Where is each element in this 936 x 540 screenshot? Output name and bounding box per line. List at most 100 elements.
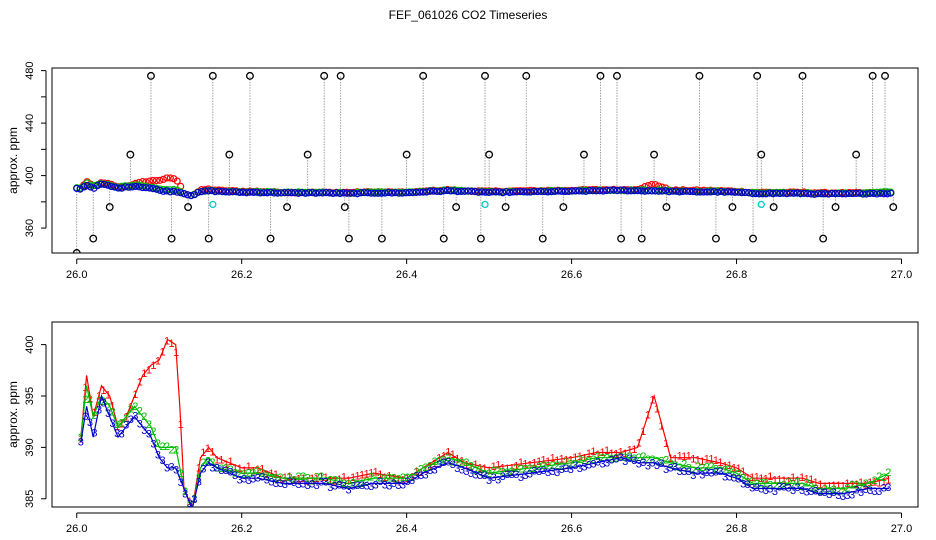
series-1-point-label: 1 (500, 462, 506, 474)
series-2-point-label: 2 (522, 463, 528, 475)
series-3-marker (232, 188, 240, 196)
series-3-point-label: 3 (695, 466, 701, 478)
series-2-point-label: 2 (218, 463, 224, 475)
series-2-point-label: 2 (373, 475, 379, 487)
series-3-marker (495, 188, 503, 196)
series-3-point-label: 3 (853, 485, 859, 497)
series-2-point-label: 2 (96, 395, 102, 407)
series-1-point-label: 1 (790, 472, 796, 484)
series-2-point-label: 2 (663, 454, 669, 466)
series-3-marker (346, 189, 354, 197)
series-3-marker (506, 188, 514, 197)
series-3-point-label: 3 (785, 483, 791, 495)
series-2-point-label: 2 (708, 461, 714, 473)
series-3-point-label: 3 (264, 475, 270, 487)
series-3-point-label: 3 (300, 479, 306, 491)
series-2-point-label: 2 (296, 471, 302, 483)
series-3-point-label: 3 (717, 466, 723, 478)
series-3-point-label: 3 (137, 419, 143, 431)
series-2-point-label: 2 (681, 458, 687, 470)
series-3-marker (454, 188, 462, 196)
series-3-point-label: 3 (128, 414, 134, 426)
series-2-point-label: 2 (813, 483, 819, 495)
series-3-marker (648, 187, 656, 195)
series-3-marker (450, 187, 458, 195)
series-1-marker (149, 176, 157, 185)
series-2-point-label: 2 (223, 463, 229, 475)
series-3-marker (568, 187, 576, 195)
series-3-point-label: 3 (831, 487, 837, 499)
series-3-point-label: 3 (545, 467, 551, 479)
series-2-point-label: 2 (454, 457, 460, 469)
series-3-point-label: 3 (296, 479, 302, 491)
series-3-point-label: 3 (690, 470, 696, 482)
series-1-point-label: 1 (110, 401, 116, 413)
series-1-point-label: 1 (314, 473, 320, 485)
series-1-marker (163, 174, 171, 182)
spike-marker (402, 150, 411, 159)
series-3-marker (211, 188, 219, 196)
series-1-point-label: 1 (327, 475, 333, 487)
series-3-point-label: 3 (119, 429, 125, 441)
spike-marker (695, 71, 704, 80)
series-1-point-label: 1 (885, 475, 891, 487)
series-1-point-label: 1 (622, 448, 628, 460)
series-2-point-label: 2 (772, 480, 778, 492)
series-2-point-label: 2 (726, 464, 732, 476)
series-3-marker (679, 187, 687, 196)
series-1-point-label: 1 (531, 458, 537, 470)
series-3-point-label: 3 (772, 486, 778, 498)
series-2-point-label: 2 (863, 478, 869, 490)
series-3-point-label: 3 (813, 486, 819, 498)
series-1-point-label: 1 (459, 455, 465, 467)
series-2-point-label: 2 (436, 456, 442, 468)
series-3-marker (433, 187, 441, 196)
series-2-point-label: 2 (554, 460, 560, 472)
series-3-marker (229, 188, 237, 196)
top-plot-frame (51, 67, 919, 254)
series-1-point-label: 1 (572, 452, 578, 464)
series-3-marker (842, 190, 850, 198)
series-2-point-label: 2 (677, 462, 683, 474)
series-3-marker (748, 189, 756, 198)
series-3-marker (603, 186, 611, 195)
series-3-point-label: 3 (627, 453, 633, 465)
series-3-marker (731, 188, 739, 196)
chart-title: FEF_061026 CO2 Timeseries (388, 8, 548, 22)
series-3-point-label: 3 (227, 467, 233, 479)
series-3-marker (693, 188, 701, 196)
series-3-marker (152, 185, 161, 193)
series-3-point-label: 3 (540, 465, 546, 477)
series-1-point-label: 1 (649, 394, 655, 406)
series-2-point-label: 2 (468, 461, 474, 473)
series-2-point-label: 2 (826, 486, 832, 498)
series-1-point-label: 1 (155, 355, 161, 367)
bottom-panel-co2-series: 26.0 26.2 26.4 26.6 26.8 27.0 385 390 395 400 appr… (6, 321, 919, 535)
series-2-point-label: 2 (264, 470, 270, 482)
series-3-marker (294, 189, 303, 197)
series-2-point-label: 2 (341, 478, 347, 490)
series-1-point-label: 1 (368, 467, 374, 479)
series-2-point-label: 2 (622, 452, 628, 464)
series-1-point-label: 1 (522, 459, 528, 471)
series-3-point-label: 3 (885, 482, 891, 494)
series-1-point-label: 1 (246, 461, 252, 473)
series-3-point-label: 3 (677, 466, 683, 478)
series-3-marker (759, 190, 767, 198)
series-3-point-label: 3 (599, 459, 605, 471)
spike-marker (147, 71, 155, 80)
series-3-marker (222, 188, 230, 196)
series-3-point-label: 3 (246, 475, 252, 487)
series-3-point-label: 3 (232, 470, 238, 482)
series-2-point-label: 2 (423, 462, 429, 474)
series-3-marker (623, 187, 632, 195)
series-3-marker (145, 184, 154, 192)
series-3-point-label: 3 (413, 471, 419, 483)
series-1-point-label: 1 (636, 438, 642, 450)
series-3-marker (350, 189, 358, 197)
series-1-point-label: 1 (554, 455, 560, 467)
series-3-marker (752, 190, 760, 198)
series-1-point-label: 1 (404, 473, 410, 485)
series-1-point-label: 1 (432, 458, 438, 470)
series-2-point-label: 2 (844, 482, 850, 494)
